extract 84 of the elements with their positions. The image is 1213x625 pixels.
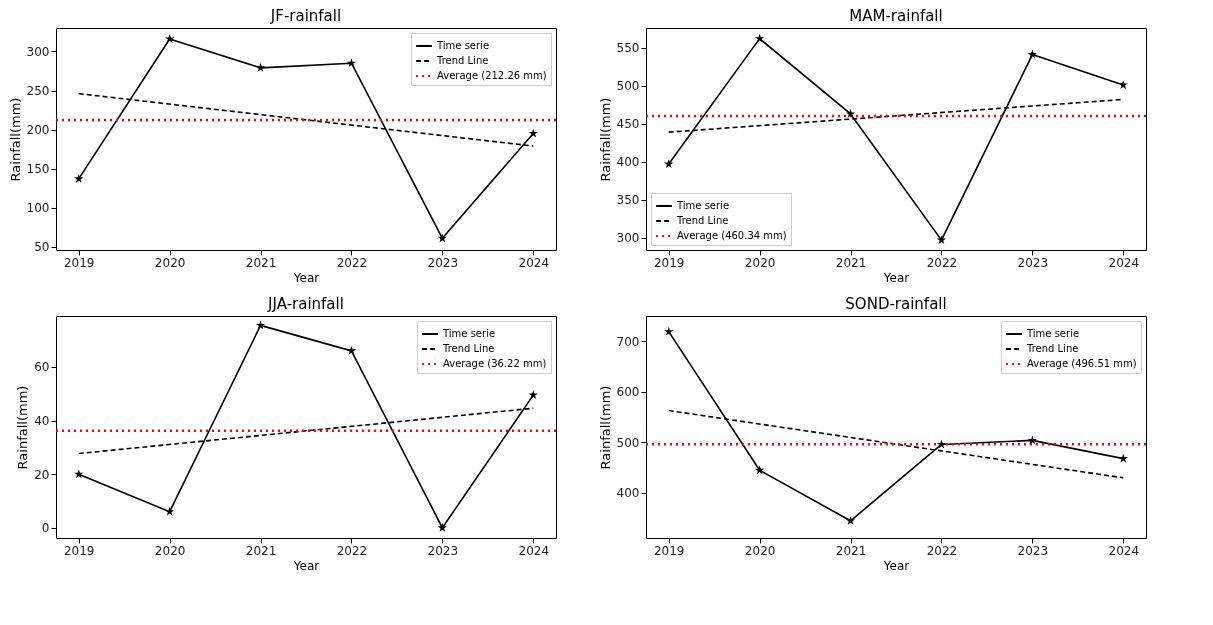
y-tick-label: 400 <box>616 155 640 170</box>
y-tick-label: 20 <box>34 467 50 482</box>
x-tick-label: 2022 <box>336 255 368 270</box>
y-tick-label: 350 <box>616 193 640 208</box>
x-tick-label: 2020 <box>744 255 776 270</box>
x-tick-label: 2019 <box>653 543 685 558</box>
y-tick-label: 500 <box>616 79 640 94</box>
x-tick-label: 2020 <box>154 543 186 558</box>
y-tick-label: 200 <box>26 123 50 138</box>
x-tick-label: 2022 <box>926 543 958 558</box>
point <box>437 522 447 532</box>
legend-label: Average (212.26 mm) <box>437 70 547 81</box>
x-axis-title: Year <box>882 558 910 573</box>
y-tick-label: 50 <box>34 240 50 255</box>
x-tick-label: 2021 <box>245 543 277 558</box>
legend-label: Average (460.34 mm) <box>677 230 787 241</box>
point <box>845 515 856 525</box>
y-tick-label: 550 <box>616 41 640 56</box>
x-tick-label: 2020 <box>744 543 776 558</box>
legend-label: Time serie <box>676 200 730 211</box>
point <box>664 326 674 336</box>
x-tick-label: 2023 <box>427 255 459 270</box>
y-tick-label: 40 <box>34 414 50 429</box>
legend-label: Time serie <box>436 40 490 51</box>
point <box>845 109 856 118</box>
y-tick-label: 700 <box>616 334 640 349</box>
x-tick-label: 2019 <box>653 255 685 270</box>
x-tick-label: 2023 <box>427 543 459 558</box>
point <box>1027 435 1037 445</box>
legend-label: Average (36.22 mm) <box>443 358 547 369</box>
legend-label: Average (496.51 mm) <box>1027 358 1137 369</box>
x-tick-label: 2020 <box>154 255 186 270</box>
x-tick-label: 2024 <box>1108 543 1140 558</box>
y-tick-label: 450 <box>616 117 640 132</box>
point <box>165 506 175 516</box>
x-axis-title: Year <box>292 558 320 573</box>
point <box>437 233 447 243</box>
chart-title: SOND-rainfall <box>845 295 947 313</box>
x-tick-label: 2021 <box>835 543 867 558</box>
chart-title: JF-rainfall <box>269 7 342 25</box>
legend-label: Time serie <box>1026 328 1080 339</box>
point <box>528 128 538 138</box>
x-tick-label: 2022 <box>336 543 368 558</box>
legend-label: Trend Line <box>436 55 489 66</box>
x-tick-label: 2023 <box>1017 255 1049 270</box>
point <box>755 465 765 475</box>
x-tick-label: 2021 <box>245 255 277 270</box>
x-tick-label: 2022 <box>926 255 958 270</box>
x-tick-label: 2024 <box>518 543 550 558</box>
point <box>755 33 765 43</box>
point <box>1027 49 1037 59</box>
point <box>346 58 357 68</box>
point <box>936 235 947 245</box>
y-tick-label: 100 <box>26 201 50 216</box>
y-tick-label: 500 <box>616 435 640 450</box>
x-tick-label: 2024 <box>518 255 550 270</box>
y-tick-label: 60 <box>34 360 50 375</box>
y-tick-label: 400 <box>616 486 640 501</box>
chart-title: MAM-rainfall <box>849 7 943 25</box>
x-tick-label: 2024 <box>1108 255 1140 270</box>
x-tick-label: 2019 <box>63 543 95 558</box>
y-tick-label: 250 <box>26 84 50 99</box>
point <box>165 34 175 43</box>
legend-label: Trend Line <box>442 343 495 354</box>
point <box>74 173 84 183</box>
x-tick-label: 2023 <box>1017 543 1049 558</box>
y-axis-title: Rainfall(mm) <box>597 97 613 182</box>
y-axis-title: Rainfall(mm) <box>15 385 31 470</box>
y-tick-label: 300 <box>616 231 640 246</box>
y-axis-title: Rainfall(mm) <box>597 385 613 470</box>
x-axis-title: Year <box>292 270 320 285</box>
y-tick-label: 0 <box>41 521 50 536</box>
legend-label: Trend Line <box>1026 343 1079 354</box>
y-tick-label: 600 <box>616 385 640 400</box>
chart-title: JJA-rainfall <box>267 295 344 313</box>
x-axis-title: Year <box>882 270 910 285</box>
legend-label: Trend Line <box>676 215 729 226</box>
point <box>936 439 947 449</box>
x-tick-label: 2021 <box>835 255 867 270</box>
y-axis-title: Rainfall(mm) <box>7 97 23 182</box>
legend-label: Time serie <box>442 328 496 339</box>
y-tick-label: 150 <box>26 162 50 177</box>
y-tick-label: 300 <box>26 44 50 59</box>
x-tick-label: 2019 <box>63 255 95 270</box>
